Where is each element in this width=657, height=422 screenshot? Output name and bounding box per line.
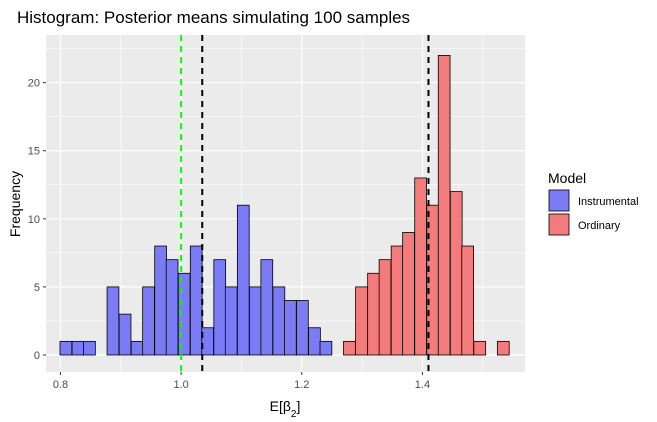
instrumental-bars (59, 204, 333, 356)
y-tick-label: 15 (28, 146, 40, 158)
x-tick-label: 0.8 (53, 379, 68, 391)
instrumental-bar (130, 340, 144, 356)
x-tick-label: 1.2 (294, 379, 309, 391)
y-tick-label: 5 (34, 282, 40, 294)
ordinary-bar (461, 245, 475, 356)
instrumental-bar (59, 340, 73, 356)
instrumental-bar (213, 259, 227, 356)
x-tick-label: 1.4 (415, 379, 430, 391)
instrumental-bar (189, 245, 203, 356)
legend-title: Model (548, 170, 586, 186)
y-axis: 0 5 10 15 20 (28, 78, 46, 362)
ordinary-bar (367, 272, 380, 356)
ordinary-bar (390, 245, 404, 356)
reference-lines (180, 35, 430, 372)
ordinary-bar (402, 232, 415, 356)
instrumental-bar (319, 340, 333, 356)
ordinary-bar (496, 340, 510, 356)
y-tick-label: 0 (34, 350, 40, 362)
ordinary-bar (449, 191, 463, 356)
chart-title: Histogram: Posterior means simulating 10… (17, 8, 410, 27)
y-axis-title: Frequency (7, 171, 23, 237)
ordinary-bar (343, 340, 356, 356)
instrumental-bar (142, 286, 155, 356)
legend-key-ordinary (548, 213, 570, 236)
instrumental-bar (296, 300, 309, 356)
y-tick-label: 20 (28, 78, 40, 90)
instrumental-bar (106, 286, 120, 356)
x-tick-label: 1.0 (173, 379, 188, 391)
instrumental-bar (83, 340, 96, 356)
instrumental-bar (284, 300, 297, 356)
legend-key-instrumental (548, 189, 570, 212)
ordinary-bar (473, 340, 487, 356)
instrumental-bar (177, 272, 191, 356)
instrumental-bar (272, 286, 286, 356)
instrumental-bar (71, 340, 85, 356)
ordinary-bar (414, 177, 427, 356)
ordinary-bar (437, 55, 451, 356)
instrumental-bar (165, 259, 179, 356)
instrumental-bar (249, 286, 262, 356)
legend-label-instrumental: Instrumental (578, 196, 639, 208)
instrumental-bar (154, 245, 167, 356)
instrumental-bar (308, 327, 321, 356)
instrumental-bar (118, 313, 132, 356)
ordinary-bar (378, 259, 392, 356)
instrumental-bar (224, 286, 238, 356)
instrumental-bar (201, 327, 214, 356)
x-axis-title: E[β2] (270, 398, 301, 420)
x-axis: 0.8 1.0 1.2 1.4 (53, 372, 430, 391)
instrumental-bar (260, 259, 274, 356)
legend: Model Instrumental Ordinary (548, 170, 639, 236)
y-tick-label: 10 (28, 214, 40, 226)
legend-label-ordinary: Ordinary (578, 220, 621, 232)
instrumental-bar (236, 204, 250, 356)
ordinary-bar (355, 286, 368, 356)
ordinary-bars (343, 55, 510, 356)
